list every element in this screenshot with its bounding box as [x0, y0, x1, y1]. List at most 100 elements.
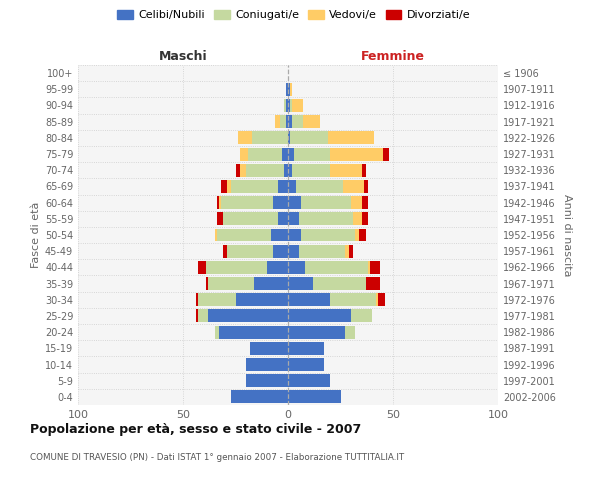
- Bar: [355, 228, 359, 241]
- Bar: [274, 196, 288, 209]
- Bar: [284, 164, 288, 176]
- Bar: [353, 212, 361, 226]
- Bar: [271, 228, 288, 241]
- Bar: [196, 294, 198, 306]
- Bar: [288, 342, 324, 355]
- Bar: [240, 164, 246, 176]
- Bar: [288, 261, 305, 274]
- Bar: [275, 115, 280, 128]
- Bar: [221, 196, 274, 209]
- Bar: [343, 180, 364, 193]
- Bar: [303, 115, 320, 128]
- Bar: [286, 99, 288, 112]
- Bar: [359, 228, 366, 241]
- Bar: [284, 99, 286, 112]
- Bar: [217, 196, 218, 209]
- Bar: [277, 180, 288, 193]
- Bar: [305, 261, 368, 274]
- Bar: [277, 212, 288, 226]
- Bar: [280, 115, 286, 128]
- Bar: [288, 326, 345, 338]
- Bar: [370, 261, 380, 274]
- Bar: [227, 180, 232, 193]
- Bar: [208, 310, 288, 322]
- Bar: [274, 244, 288, 258]
- Bar: [351, 310, 372, 322]
- Bar: [301, 228, 355, 241]
- Bar: [361, 212, 368, 226]
- Bar: [288, 83, 290, 96]
- Bar: [288, 228, 301, 241]
- Bar: [227, 244, 274, 258]
- Bar: [328, 132, 374, 144]
- Bar: [217, 228, 271, 241]
- Bar: [313, 277, 366, 290]
- Bar: [240, 148, 248, 160]
- Bar: [246, 374, 288, 387]
- Y-axis label: Fasce di età: Fasce di età: [31, 202, 41, 268]
- Bar: [299, 244, 344, 258]
- Bar: [292, 99, 303, 112]
- Bar: [223, 212, 277, 226]
- Bar: [288, 294, 330, 306]
- Bar: [232, 180, 277, 193]
- Bar: [288, 164, 292, 176]
- Bar: [288, 148, 295, 160]
- Bar: [288, 390, 341, 404]
- Bar: [288, 196, 301, 209]
- Bar: [232, 390, 288, 404]
- Text: Femmine: Femmine: [361, 50, 425, 62]
- Bar: [206, 277, 208, 290]
- Bar: [351, 196, 361, 209]
- Bar: [218, 196, 221, 209]
- Bar: [206, 261, 267, 274]
- Bar: [292, 164, 330, 176]
- Bar: [366, 277, 380, 290]
- Bar: [288, 310, 351, 322]
- Bar: [330, 294, 376, 306]
- Bar: [295, 148, 330, 160]
- Bar: [345, 244, 349, 258]
- Bar: [368, 261, 370, 274]
- Bar: [196, 310, 198, 322]
- Bar: [383, 148, 389, 160]
- Bar: [246, 164, 284, 176]
- Bar: [361, 196, 368, 209]
- Bar: [288, 115, 292, 128]
- Bar: [288, 212, 299, 226]
- Bar: [288, 358, 324, 371]
- Bar: [282, 148, 288, 160]
- Bar: [379, 294, 385, 306]
- Bar: [208, 277, 254, 290]
- Bar: [218, 326, 288, 338]
- Text: Maschi: Maschi: [158, 50, 208, 62]
- Legend: Celibi/Nubili, Coniugati/e, Vedovi/e, Divorziati/e: Celibi/Nubili, Coniugati/e, Vedovi/e, Di…: [113, 6, 475, 25]
- Bar: [267, 261, 288, 274]
- Text: Popolazione per età, sesso e stato civile - 2007: Popolazione per età, sesso e stato civil…: [30, 422, 361, 436]
- Bar: [288, 132, 290, 144]
- Bar: [248, 148, 282, 160]
- Bar: [345, 326, 355, 338]
- Bar: [292, 115, 303, 128]
- Bar: [290, 99, 292, 112]
- Text: COMUNE DI TRAVESIO (PN) - Dati ISTAT 1° gennaio 2007 - Elaborazione TUTTITALIA.I: COMUNE DI TRAVESIO (PN) - Dati ISTAT 1° …: [30, 452, 404, 462]
- Bar: [296, 180, 343, 193]
- Bar: [215, 228, 217, 241]
- Bar: [246, 358, 288, 371]
- Bar: [238, 132, 252, 144]
- Bar: [288, 374, 330, 387]
- Bar: [254, 277, 288, 290]
- Y-axis label: Anni di nascita: Anni di nascita: [562, 194, 572, 276]
- Bar: [290, 83, 292, 96]
- Bar: [330, 148, 383, 160]
- Bar: [286, 83, 288, 96]
- Bar: [215, 326, 218, 338]
- Bar: [223, 244, 227, 258]
- Bar: [301, 196, 351, 209]
- Bar: [235, 294, 288, 306]
- Bar: [250, 342, 288, 355]
- Bar: [221, 180, 227, 193]
- Bar: [376, 294, 379, 306]
- Bar: [198, 310, 208, 322]
- Bar: [197, 261, 206, 274]
